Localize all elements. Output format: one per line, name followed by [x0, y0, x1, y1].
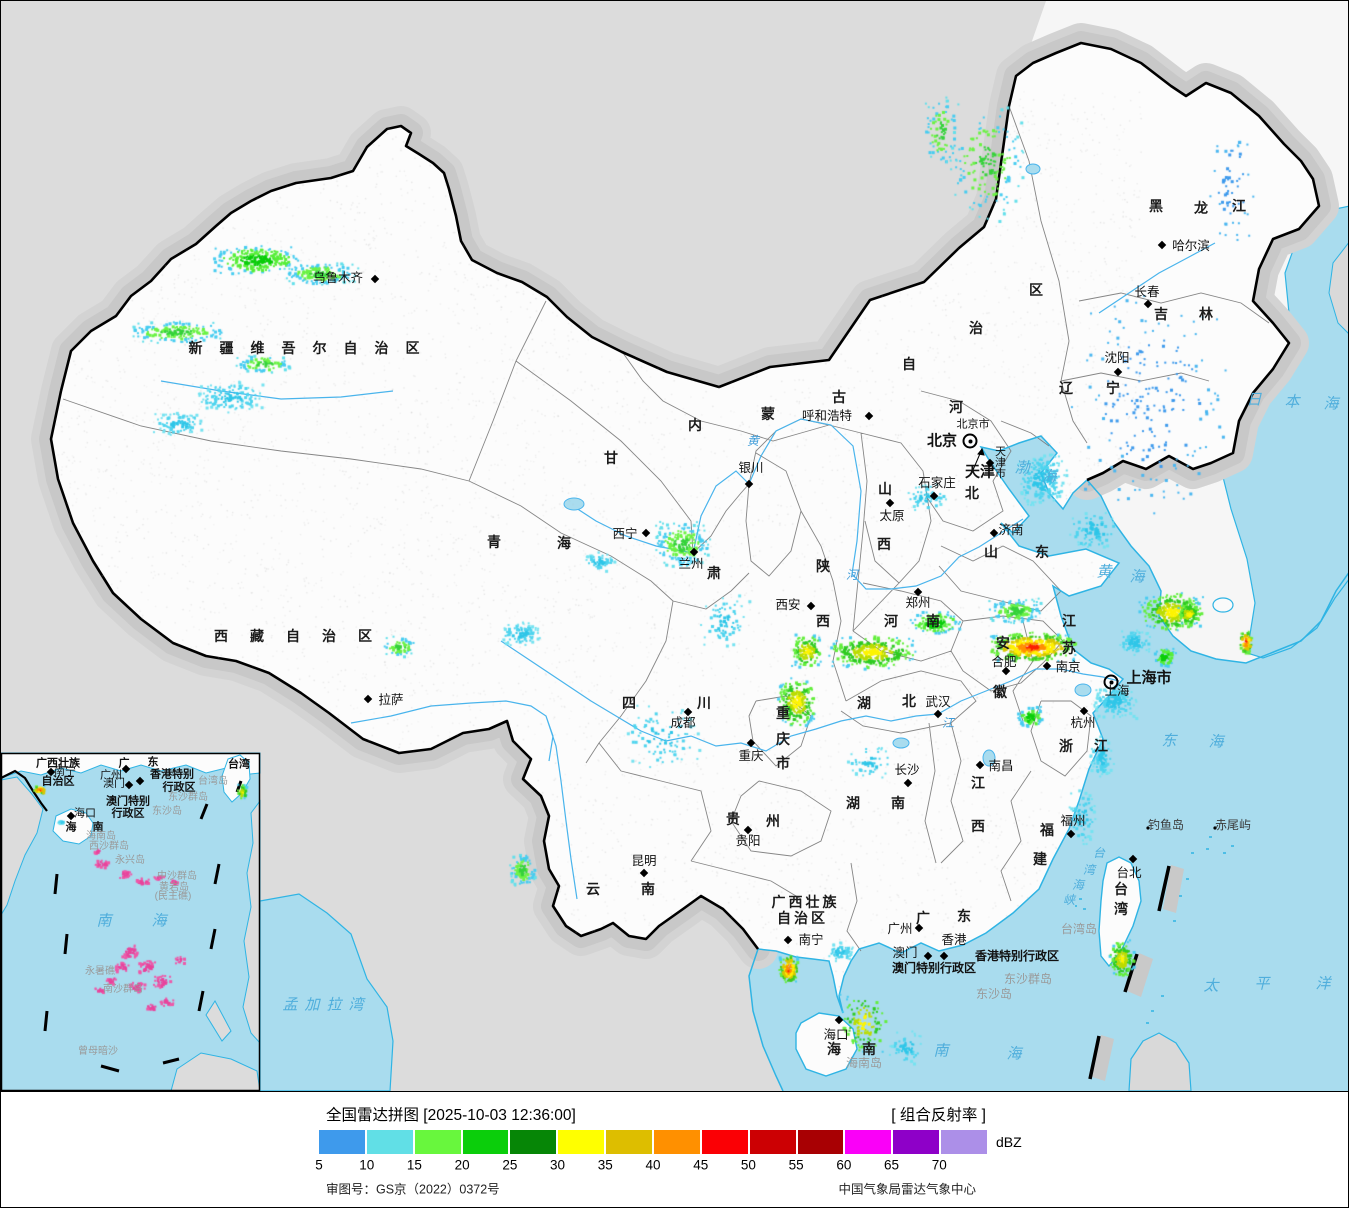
legend-swatch	[893, 1130, 940, 1154]
legend-swatch	[845, 1130, 892, 1154]
legend-swatch	[462, 1130, 509, 1154]
legend-tick: 20	[454, 1157, 470, 1173]
legend-swatch	[510, 1130, 557, 1154]
legend-tick: 40	[645, 1157, 661, 1173]
legend-swatch	[414, 1130, 461, 1154]
legend-tick: 30	[550, 1157, 566, 1173]
legend-tick: 35	[597, 1157, 613, 1173]
legend-swatch	[749, 1130, 796, 1154]
legend-tick: 45	[693, 1157, 709, 1173]
legend-tick: 15	[406, 1157, 422, 1173]
legend-swatch	[701, 1130, 748, 1154]
legend-tick: 50	[740, 1157, 756, 1173]
radar-echo-canvas	[1, 1, 1348, 1091]
legend-swatch	[319, 1130, 365, 1154]
unit-label: dBZ	[996, 1134, 1022, 1150]
legend-tick: 10	[359, 1157, 375, 1173]
legend-swatch	[797, 1130, 844, 1154]
legend-tick: 25	[502, 1157, 518, 1173]
map-title: 全国雷达拼图 [2025-10-03 12:36:00]	[326, 1107, 576, 1124]
legend-tick: 70	[931, 1157, 947, 1173]
legend-swatch	[558, 1130, 605, 1154]
legend-swatch	[366, 1130, 413, 1154]
legend-swatch	[654, 1130, 700, 1154]
legend-swatch	[941, 1130, 988, 1154]
legend-panel: 全国雷达拼图 [2025-10-03 12:36:00] [ 组合反射率 ] d…	[1, 1092, 1348, 1207]
legend-swatch	[606, 1130, 653, 1154]
license-number: 审图号：GS京（2022）0372号	[326, 1182, 500, 1197]
credit-label: 中国气象局雷达气象中心	[838, 1182, 976, 1197]
legend-tick: 5	[315, 1157, 323, 1173]
product-label: [ 组合反射率 ]	[891, 1107, 986, 1124]
legend-tick: 60	[836, 1157, 852, 1173]
legend-tick: 55	[788, 1157, 804, 1173]
reflectivity-colorbar	[319, 1130, 988, 1154]
legend-tick: 65	[884, 1157, 900, 1173]
china-radar-map: 新疆维吾尔自治区 西藏自治区青海甘肃内蒙古自治区陕西山西河北山东河南江苏安徽浙江江…	[1, 1, 1348, 1092]
